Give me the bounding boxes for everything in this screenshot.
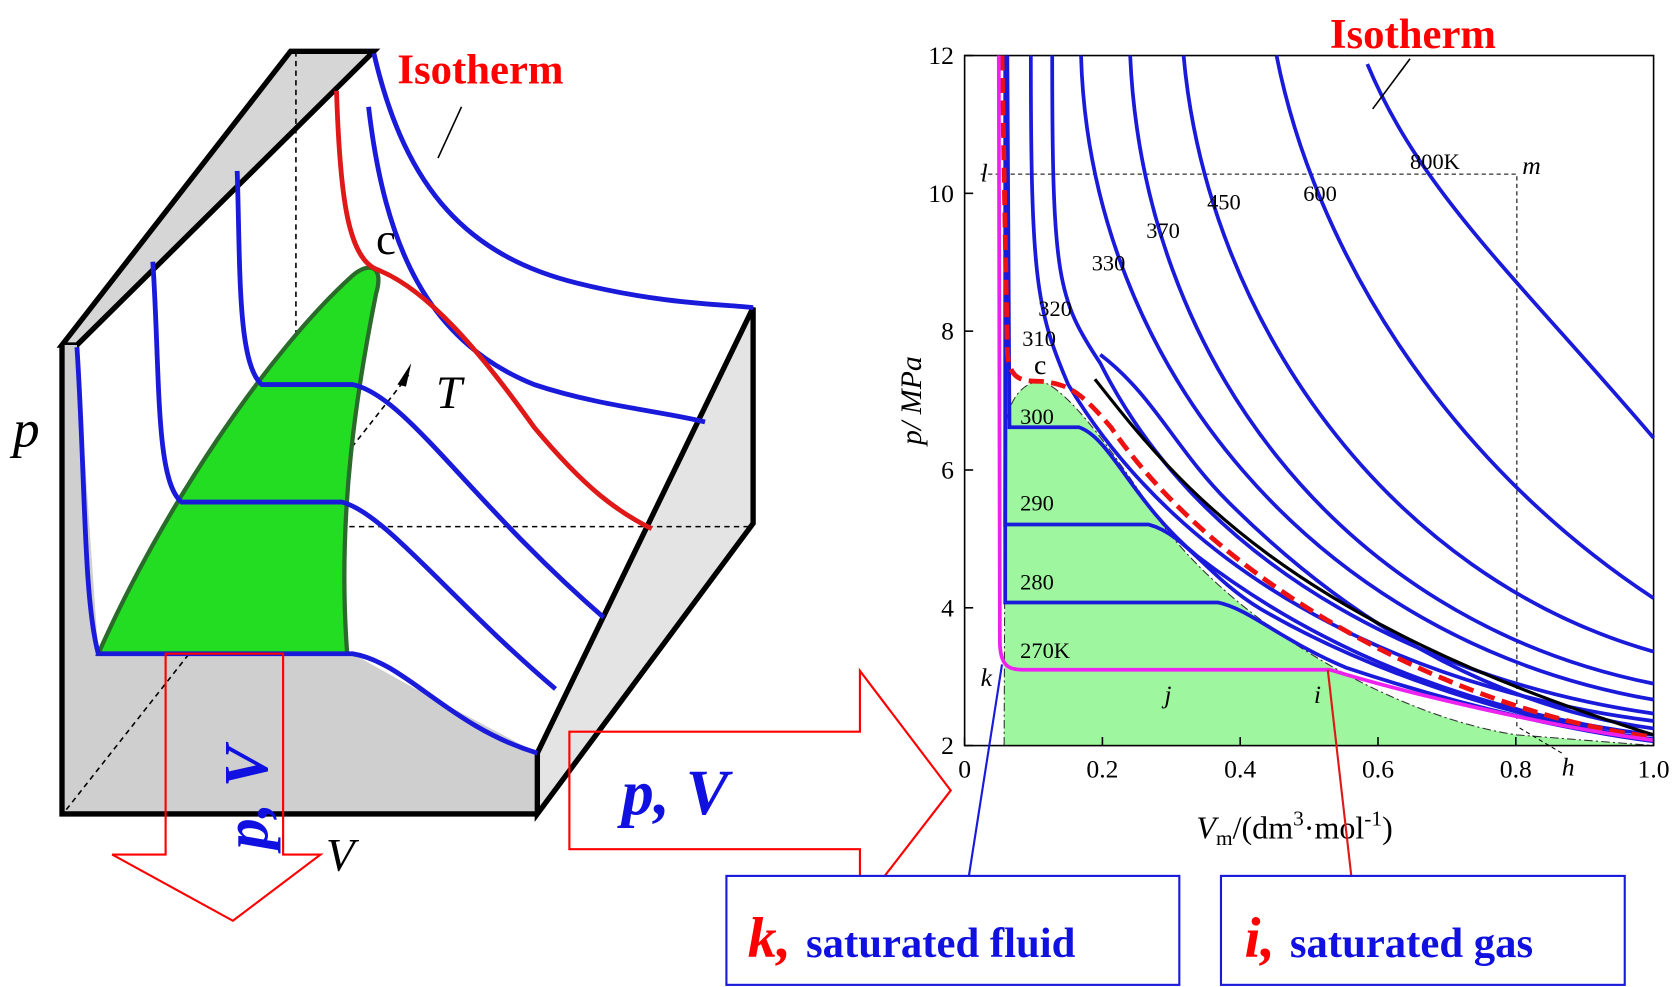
isotherm: [1367, 64, 1653, 438]
two-phase-region: [98, 268, 378, 654]
pointer: [438, 107, 462, 158]
isotherm-label: 310: [1022, 326, 1056, 351]
callout-letter: i,: [1244, 907, 1274, 970]
isotherm-label: 320: [1038, 296, 1072, 321]
isotherm: [1184, 56, 1654, 652]
isotherm-label: 800K: [1410, 149, 1460, 174]
point-label: h: [1562, 753, 1575, 782]
point-label: k: [981, 663, 993, 692]
y-axis-title: p/ MPa: [895, 356, 928, 447]
critical-label: c: [1034, 350, 1046, 381]
y-tick-label: 6: [941, 456, 954, 485]
isotherm-label: 370: [1146, 218, 1180, 243]
point-label: i: [1314, 680, 1321, 709]
isotherm-label: 600: [1303, 181, 1337, 206]
isotherm-label: 450: [1207, 189, 1241, 214]
x-axis-title: Vm/(dm3·mol-1): [1196, 807, 1392, 850]
x-sub: m: [1216, 826, 1233, 850]
x-unit: /(dm: [1233, 810, 1294, 846]
critical-label: c: [376, 214, 396, 264]
x-unit2: ·mol: [1304, 810, 1365, 846]
page: {"left": {"isotherm": "Isotherm", "criti…: [0, 0, 1675, 987]
isotherm-label: 300: [1020, 404, 1054, 429]
t-label: T: [436, 367, 465, 419]
arrow-down-label: p, V: [213, 741, 281, 854]
x-tick-label: 0.8: [1500, 755, 1532, 784]
isotherm-label: 280: [1020, 570, 1054, 595]
callout-text: saturated gas: [1290, 920, 1533, 967]
callout-letter: k,: [748, 907, 791, 970]
isotherm: [369, 107, 705, 422]
x-tick-label: 0.4: [1224, 755, 1256, 784]
t-arrow: [397, 363, 411, 387]
y-tick-label: 12: [928, 41, 954, 70]
pointer: [1373, 59, 1410, 109]
isotherm-label: Isotherm: [397, 46, 563, 93]
y-tick-label: 2: [941, 731, 954, 760]
point-label: l: [981, 159, 988, 188]
y-tick-label: 8: [941, 317, 954, 346]
y-tick-label: 10: [928, 179, 954, 208]
x-tick-label: 0.6: [1362, 755, 1394, 784]
callout-line: [969, 664, 1002, 876]
y-tick-label: 4: [941, 593, 954, 622]
x-close: ): [1382, 810, 1393, 846]
x-tick-label: 1.0: [1638, 755, 1670, 784]
isotherm-label: 330: [1092, 250, 1126, 275]
point-label: m: [1522, 151, 1541, 180]
x-power: 3: [1293, 807, 1304, 831]
x-tick-label: 0.2: [1086, 755, 1118, 784]
chart-title: Isotherm: [1330, 11, 1496, 58]
v-label: V: [326, 830, 360, 882]
critical-isotherm: [337, 91, 652, 529]
p-label: p: [9, 399, 40, 459]
y-axis-title-text: p/ MPa: [895, 356, 928, 447]
isotherm-label: 270K: [1020, 638, 1070, 663]
x-power2: -1: [1364, 807, 1382, 831]
diagram: Isotherm c T p V p, V p, V Isotherm 12 10…: [0, 0, 1675, 987]
x-tick-label: 0: [958, 755, 971, 784]
pv-chart: Isotherm 12 10 8 6 4 20 0.2 0.4 0.6 0.8 1.0 800K 600…: [895, 11, 1670, 850]
isotherm-label: 290: [1020, 491, 1054, 516]
callout-text: saturated fluid: [806, 920, 1076, 967]
arrow-right-label: p, V: [617, 757, 734, 828]
